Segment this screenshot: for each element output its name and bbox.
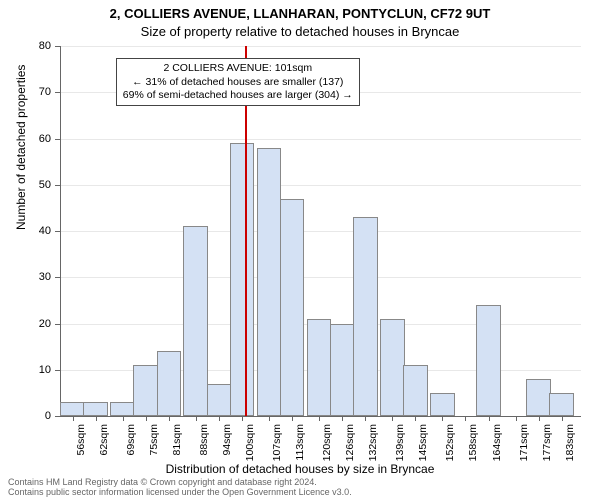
x-tick-label: 177sqm — [541, 424, 553, 461]
x-tick — [146, 416, 147, 421]
x-tick-label: 132sqm — [367, 424, 379, 461]
x-tick — [342, 416, 343, 421]
histogram-bar — [280, 199, 305, 416]
x-axis-title: Distribution of detached houses by size … — [0, 462, 600, 476]
x-tick — [73, 416, 74, 421]
x-tick-label: 100sqm — [244, 424, 256, 461]
x-tick — [365, 416, 366, 421]
x-tick-label: 75sqm — [148, 424, 160, 456]
histogram-bar — [549, 393, 574, 416]
x-tick — [539, 416, 540, 421]
gridline — [61, 277, 581, 278]
y-tick-label: 30 — [39, 271, 61, 283]
histogram-bar — [110, 402, 135, 416]
y-tick-label: 60 — [39, 133, 61, 145]
histogram-bar — [207, 384, 232, 416]
x-tick-label: 126sqm — [344, 424, 356, 461]
y-tick-label: 10 — [39, 364, 61, 376]
annotation-line: 2 COLLIERS AVENUE: 101sqm — [123, 62, 353, 75]
histogram-bar — [380, 319, 405, 416]
x-tick — [562, 416, 563, 421]
x-tick-label: 107sqm — [271, 424, 283, 461]
x-tick — [96, 416, 97, 421]
y-tick-label: 50 — [39, 179, 61, 191]
x-tick — [442, 416, 443, 421]
x-tick-label: 152sqm — [444, 424, 456, 461]
x-tick-label: 88sqm — [198, 424, 210, 456]
y-tick-label: 70 — [39, 86, 61, 98]
x-tick — [169, 416, 170, 421]
footer-line-2: Contains public sector information licen… — [8, 488, 352, 498]
x-tick-label: 81sqm — [171, 424, 183, 456]
gridline — [61, 46, 581, 47]
x-tick — [219, 416, 220, 421]
histogram-bar — [526, 379, 551, 416]
histogram-bar — [403, 365, 428, 416]
histogram-bar — [257, 148, 282, 416]
y-axis-title: Number of detached properties — [14, 65, 28, 230]
x-tick — [392, 416, 393, 421]
histogram-bar — [133, 365, 158, 416]
histogram-bar — [430, 393, 455, 416]
x-tick-label: 183sqm — [564, 424, 576, 461]
y-tick-label: 40 — [39, 225, 61, 237]
x-tick-label: 158sqm — [467, 424, 479, 461]
x-tick-label: 164sqm — [491, 424, 503, 461]
histogram-bar — [157, 351, 182, 416]
histogram-bar — [353, 217, 378, 416]
x-tick-label: 139sqm — [394, 424, 406, 461]
x-tick-label: 56sqm — [75, 424, 87, 456]
x-tick — [196, 416, 197, 421]
x-tick-label: 113sqm — [294, 424, 306, 461]
x-tick — [465, 416, 466, 421]
gridline — [61, 231, 581, 232]
y-tick-label: 20 — [39, 318, 61, 330]
x-tick — [415, 416, 416, 421]
histogram-bar — [183, 226, 208, 416]
histogram-bar — [60, 402, 85, 416]
y-tick-label: 80 — [39, 40, 61, 52]
x-tick — [292, 416, 293, 421]
y-tick-label: 0 — [45, 410, 61, 422]
plot-area: 0102030405060708056sqm62sqm69sqm75sqm81s… — [60, 46, 581, 417]
histogram-bar — [476, 305, 501, 416]
chart-footer: Contains HM Land Registry data © Crown c… — [8, 478, 352, 498]
x-tick — [269, 416, 270, 421]
x-tick — [123, 416, 124, 421]
chart-title-sub: Size of property relative to detached ho… — [0, 24, 600, 39]
chart-container: 2, COLLIERS AVENUE, LLANHARAN, PONTYCLUN… — [0, 0, 600, 500]
x-tick-label: 62sqm — [98, 424, 110, 456]
x-tick-label: 94sqm — [221, 424, 233, 456]
x-tick — [489, 416, 490, 421]
x-tick — [516, 416, 517, 421]
x-tick-label: 145sqm — [417, 424, 429, 461]
x-tick-label: 69sqm — [125, 424, 137, 456]
histogram-bar — [230, 143, 255, 416]
gridline — [61, 139, 581, 140]
histogram-bar — [330, 324, 355, 417]
chart-title-main: 2, COLLIERS AVENUE, LLANHARAN, PONTYCLUN… — [0, 6, 600, 21]
x-tick — [319, 416, 320, 421]
histogram-bar — [307, 319, 332, 416]
annotation-line: 69% of semi-detached houses are larger (… — [123, 89, 353, 102]
histogram-bar — [83, 402, 108, 416]
x-tick-label: 171sqm — [518, 424, 530, 461]
x-tick — [242, 416, 243, 421]
gridline — [61, 185, 581, 186]
annotation-box: 2 COLLIERS AVENUE: 101sqm← 31% of detach… — [116, 58, 360, 105]
annotation-line: ← 31% of detached houses are smaller (13… — [123, 76, 353, 89]
x-tick-label: 120sqm — [321, 424, 333, 461]
